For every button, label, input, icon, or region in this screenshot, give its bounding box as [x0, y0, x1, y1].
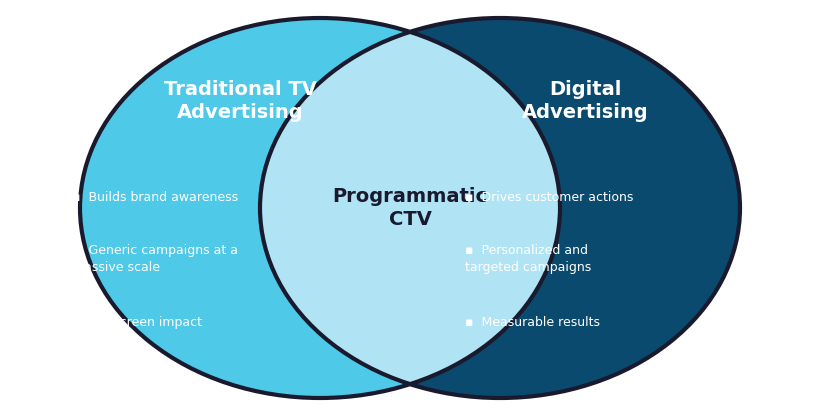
- Text: ▪  Generic campaigns at a
massive scale: ▪ Generic campaigns at a massive scale: [72, 244, 238, 274]
- Text: Programmatic
CTV: Programmatic CTV: [332, 187, 488, 229]
- Text: Traditional TV
Advertising: Traditional TV Advertising: [164, 80, 317, 122]
- Text: ▪  Big-screen impact: ▪ Big-screen impact: [72, 316, 202, 329]
- Text: Digital
Advertising: Digital Advertising: [522, 80, 649, 122]
- Text: ▪  Measurable results: ▪ Measurable results: [465, 316, 600, 329]
- Ellipse shape: [80, 18, 560, 398]
- Text: ▪  Drives customer actions: ▪ Drives customer actions: [465, 191, 633, 204]
- Ellipse shape: [260, 18, 740, 398]
- Text: ▪  Personalized and
targeted campaigns: ▪ Personalized and targeted campaigns: [465, 244, 591, 274]
- Ellipse shape: [80, 18, 560, 398]
- Text: ▪  Builds brand awareness: ▪ Builds brand awareness: [72, 191, 238, 204]
